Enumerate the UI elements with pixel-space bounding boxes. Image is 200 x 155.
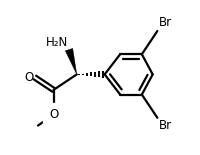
Text: O: O — [49, 108, 58, 121]
Text: Br: Br — [159, 16, 172, 29]
Text: Br: Br — [159, 119, 172, 132]
Text: H₂N: H₂N — [46, 36, 68, 49]
Polygon shape — [65, 49, 77, 74]
Text: O: O — [24, 71, 33, 84]
